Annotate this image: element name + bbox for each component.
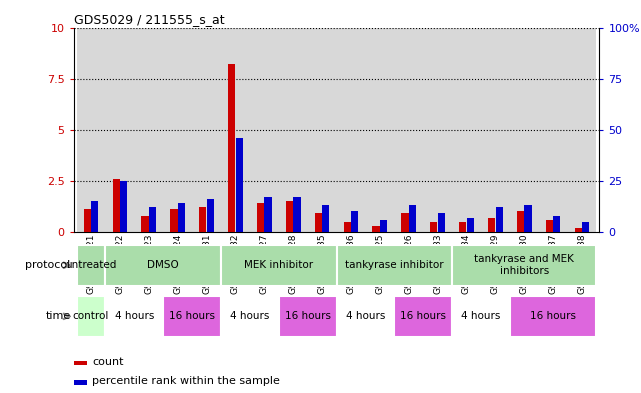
Text: untreated: untreated <box>65 260 117 270</box>
Bar <box>228 64 235 232</box>
Bar <box>91 201 99 232</box>
Bar <box>452 28 481 232</box>
Bar <box>452 244 596 286</box>
Bar <box>372 226 379 232</box>
Bar <box>257 203 264 232</box>
Bar <box>250 28 279 232</box>
Bar <box>286 201 293 232</box>
Text: 16 hours: 16 hours <box>169 311 215 321</box>
Bar <box>582 222 589 232</box>
Bar <box>510 296 596 337</box>
Bar <box>221 296 279 337</box>
Bar <box>394 296 452 337</box>
Bar <box>265 197 272 232</box>
Bar <box>206 199 214 232</box>
Bar <box>553 215 560 232</box>
Bar <box>459 222 467 232</box>
Bar <box>74 380 87 385</box>
Text: protocol: protocol <box>25 260 71 270</box>
Bar <box>178 203 185 232</box>
Bar <box>120 181 128 232</box>
Bar <box>545 220 553 232</box>
Text: tankyrase and MEK
inhibitors: tankyrase and MEK inhibitors <box>474 255 574 276</box>
Bar <box>538 28 567 232</box>
Bar <box>452 296 510 337</box>
Bar <box>142 215 149 232</box>
Bar <box>163 28 192 232</box>
Bar <box>409 205 416 232</box>
Text: 16 hours: 16 hours <box>530 311 576 321</box>
Bar <box>106 244 221 286</box>
Bar <box>221 244 337 286</box>
Bar <box>574 228 582 232</box>
Bar <box>337 244 452 286</box>
Bar <box>315 213 322 232</box>
Bar <box>149 208 156 232</box>
Text: 4 hours: 4 hours <box>345 311 385 321</box>
Bar <box>394 28 423 232</box>
Bar <box>192 28 221 232</box>
Bar <box>380 220 387 232</box>
Bar <box>488 218 495 232</box>
Text: 4 hours: 4 hours <box>115 311 154 321</box>
Bar <box>351 211 358 232</box>
Text: 4 hours: 4 hours <box>230 311 270 321</box>
Bar <box>308 28 337 232</box>
Bar <box>77 296 106 337</box>
Text: GDS5029 / 211555_s_at: GDS5029 / 211555_s_at <box>74 13 224 26</box>
Bar <box>495 208 503 232</box>
Bar <box>365 28 394 232</box>
Bar <box>171 209 178 232</box>
Text: MEK inhibitor: MEK inhibitor <box>244 260 313 270</box>
Bar <box>84 209 91 232</box>
Bar <box>279 28 308 232</box>
Text: 4 hours: 4 hours <box>462 311 501 321</box>
Text: time: time <box>46 311 71 321</box>
Bar <box>423 28 452 232</box>
Bar <box>344 222 351 232</box>
Text: tankyrase inhibitor: tankyrase inhibitor <box>345 260 444 270</box>
Bar <box>221 28 250 232</box>
Bar <box>113 179 120 232</box>
Bar <box>106 28 135 232</box>
Bar <box>438 213 445 232</box>
Bar <box>430 222 437 232</box>
Bar <box>517 211 524 232</box>
Bar <box>236 138 243 232</box>
Text: 16 hours: 16 hours <box>400 311 446 321</box>
Bar <box>401 213 408 232</box>
Text: 16 hours: 16 hours <box>285 311 331 321</box>
Bar <box>135 28 163 232</box>
Bar <box>510 28 538 232</box>
Bar <box>163 296 221 337</box>
Bar <box>74 361 87 365</box>
Text: count: count <box>92 357 124 367</box>
Text: percentile rank within the sample: percentile rank within the sample <box>92 376 280 386</box>
Bar <box>567 28 596 232</box>
Bar <box>322 205 329 232</box>
Bar <box>337 28 365 232</box>
Bar <box>77 244 106 286</box>
Text: DMSO: DMSO <box>147 260 179 270</box>
Bar <box>294 197 301 232</box>
Bar <box>481 28 510 232</box>
Bar <box>467 218 474 232</box>
Bar <box>199 208 206 232</box>
Bar <box>279 296 337 337</box>
Text: control: control <box>73 311 109 321</box>
Bar <box>524 205 531 232</box>
Bar <box>337 296 394 337</box>
Bar <box>77 28 106 232</box>
Bar <box>106 296 163 337</box>
